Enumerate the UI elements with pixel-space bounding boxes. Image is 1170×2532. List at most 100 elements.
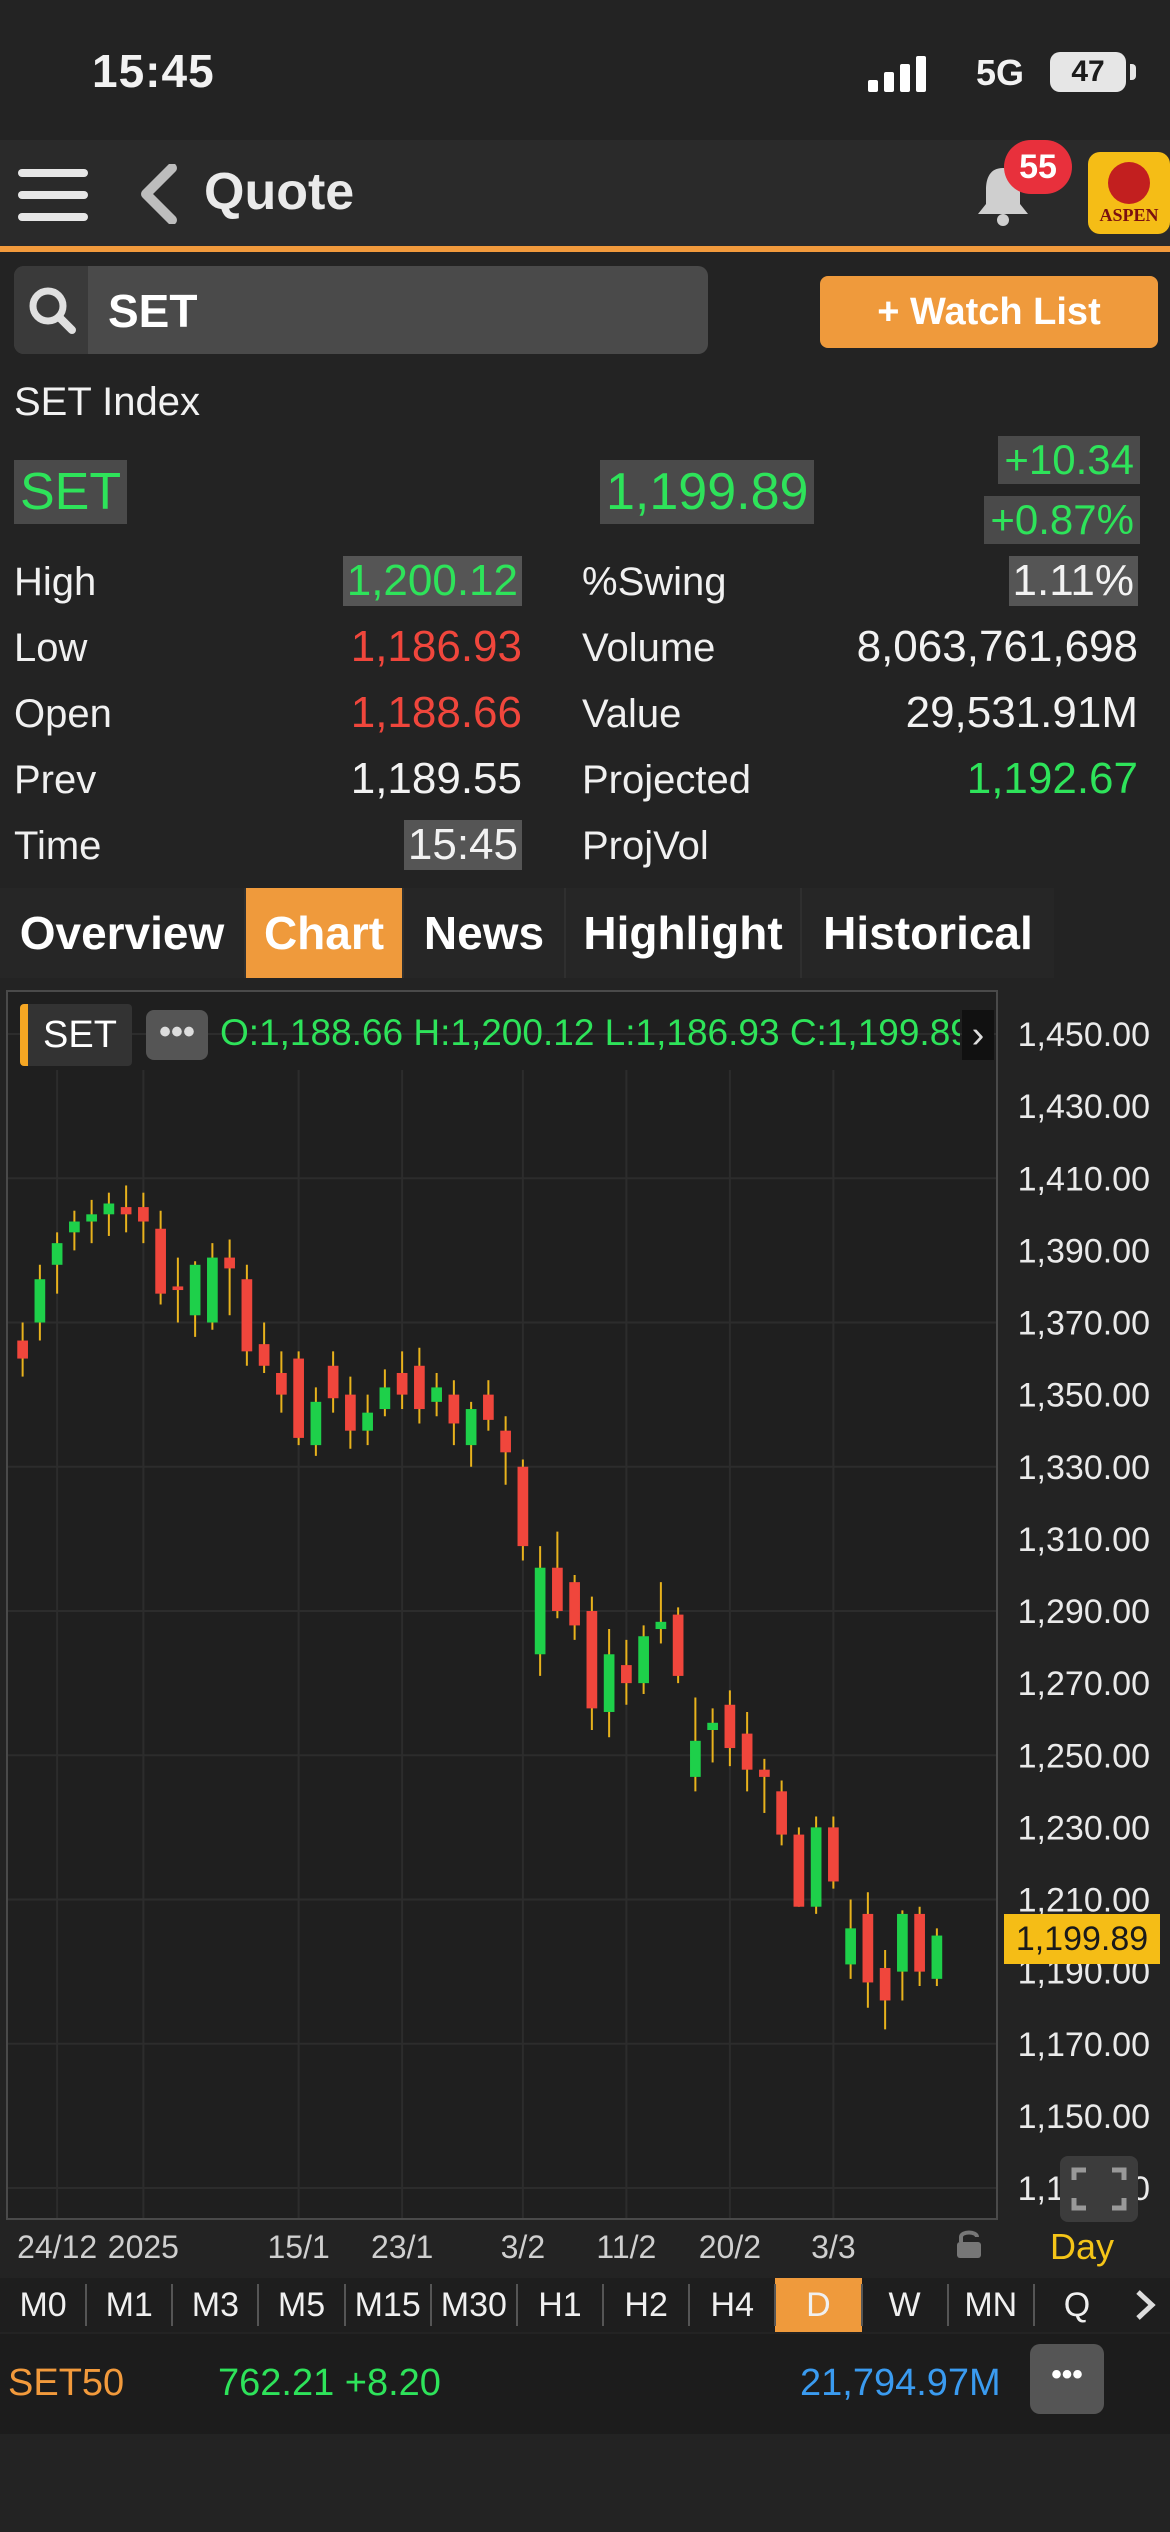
candlestick-chart[interactable]: 1,450.00 1,430.00 1,410.00 1,390.00 1,370.00… <box>0 980 1170 2280</box>
aspen-logo[interactable]: ASPEN <box>1088 152 1170 234</box>
candle-body <box>327 1365 339 1399</box>
period-separator <box>429 2284 432 2326</box>
candle <box>310 1387 322 1456</box>
candle-body <box>448 1394 460 1424</box>
bottom-ticker[interactable] <box>0 2334 1170 2434</box>
candle-body <box>362 1412 373 1431</box>
stat-value-open: 1,188.66 <box>350 688 522 737</box>
candle-body <box>638 1636 649 1684</box>
candle-body <box>120 1207 132 1215</box>
candle <box>345 1376 356 1449</box>
symbol-search-box[interactable] <box>14 266 708 354</box>
candle-body <box>276 1372 287 1395</box>
y-tick-label: 1,430.00 <box>1018 1088 1150 1126</box>
candle <box>379 1369 391 1417</box>
period-mn[interactable]: MN <box>964 2286 1018 2324</box>
chevron-right-icon[interactable] <box>1120 2278 1170 2332</box>
search-input-value[interactable]: SET <box>108 285 198 337</box>
candle-body <box>690 1740 701 1777</box>
notification-badge[interactable]: 55 <box>1004 140 1072 194</box>
tab-overview[interactable]: Overview <box>0 888 244 978</box>
candle <box>672 1607 684 1684</box>
candle-body <box>431 1387 442 1402</box>
stat-value-prev: 1,189.55 <box>350 754 522 803</box>
stat-label-time: Time <box>14 824 102 868</box>
quote-symbol: SET <box>14 460 128 524</box>
tab-historical[interactable]: Historical <box>802 888 1054 978</box>
candle <box>517 1459 529 1561</box>
candle-body <box>724 1704 736 1749</box>
candle <box>586 1596 598 1731</box>
candle-body <box>707 1722 718 1731</box>
stat-label-open: Open <box>14 692 112 736</box>
header-divider <box>0 246 1170 252</box>
logo-text: ASPEN <box>1099 205 1159 225</box>
candle-body <box>862 1913 874 1983</box>
stat-value-low: 1,186.93 <box>350 622 522 671</box>
chart-symbol-chip[interactable]: SET <box>20 1004 132 1066</box>
period-h4[interactable]: H4 <box>710 2286 755 2324</box>
candle-body <box>897 1913 908 1972</box>
tab-highlight[interactable]: Highlight <box>566 888 800 978</box>
ticker-symbol[interactable]: SET50 <box>8 2362 125 2404</box>
search-icon[interactable] <box>14 266 88 354</box>
period-h1[interactable]: H1 <box>538 2286 582 2324</box>
candle-body <box>345 1394 356 1431</box>
period-selector <box>0 2278 1170 2332</box>
candle-body <box>379 1387 391 1410</box>
candle <box>224 1239 235 1316</box>
tab-news[interactable]: News <box>404 888 564 978</box>
candle <box>845 1899 856 1979</box>
candle-body <box>293 1358 304 1438</box>
candle <box>51 1232 63 1294</box>
ticker-amount: 21,794.97M <box>800 2362 1001 2404</box>
candle <box>103 1192 115 1236</box>
stat-label-value: Value <box>582 692 682 736</box>
period-m30[interactable]: M30 <box>440 2286 507 2324</box>
candle <box>741 1711 753 1792</box>
candle <box>810 1816 822 1914</box>
period-q[interactable]: Q <box>1063 2286 1091 2324</box>
stat-label-low: Low <box>14 626 88 670</box>
candle <box>534 1546 546 1676</box>
period-h2[interactable]: H2 <box>624 2286 668 2324</box>
fullscreen-icon[interactable] <box>1060 2156 1138 2222</box>
candle-body <box>207 1257 218 1323</box>
chart-more-button[interactable]: ••• <box>146 1010 208 1060</box>
back-chevron-icon[interactable] <box>136 164 180 224</box>
period-w[interactable]: W <box>888 2286 921 2324</box>
period-m0[interactable]: M0 <box>19 2286 67 2324</box>
candle <box>569 1574 580 1640</box>
x-tick-label: 2025 <box>108 2229 179 2265</box>
period-separator <box>602 2284 605 2326</box>
price-change: +10.34 <box>998 436 1140 484</box>
tab-chart[interactable]: Chart <box>246 888 402 978</box>
candle-body <box>483 1394 494 1420</box>
candle-body <box>103 1203 115 1215</box>
candle-body <box>741 1733 753 1770</box>
candle <box>897 1910 908 2001</box>
y-tick-label: 1,290.00 <box>1018 1593 1150 1631</box>
y-tick-label: 1,250.00 <box>1018 1737 1150 1775</box>
candle-body <box>621 1665 632 1684</box>
ticker-more-button[interactable]: ••• <box>1030 2344 1104 2414</box>
candle <box>690 1697 701 1792</box>
add-watch-list-button[interactable]: + Watch List <box>820 276 1158 348</box>
stat-value-projected: 1,192.67 <box>966 754 1138 803</box>
candle-body <box>189 1264 201 1316</box>
x-tick-label: 3/2 <box>501 2229 545 2265</box>
period-d[interactable]: D <box>775 2278 862 2332</box>
period-m5[interactable]: M5 <box>277 2286 326 2324</box>
candle <box>776 1780 787 1846</box>
candle-body <box>759 1769 770 1777</box>
candle-body <box>17 1340 28 1359</box>
chevron-right-icon[interactable]: › <box>962 1010 994 1060</box>
period-m15[interactable]: M15 <box>354 2286 421 2324</box>
unlock-icon[interactable] <box>954 2228 984 2260</box>
hamburger-menu-icon[interactable] <box>18 165 88 225</box>
x-tick-label: 20/2 <box>699 2229 761 2265</box>
period-m3[interactable]: M3 <box>191 2286 239 2324</box>
candle-body <box>86 1214 97 1222</box>
period-m1[interactable]: M1 <box>105 2286 153 2324</box>
candle-body <box>517 1466 529 1547</box>
